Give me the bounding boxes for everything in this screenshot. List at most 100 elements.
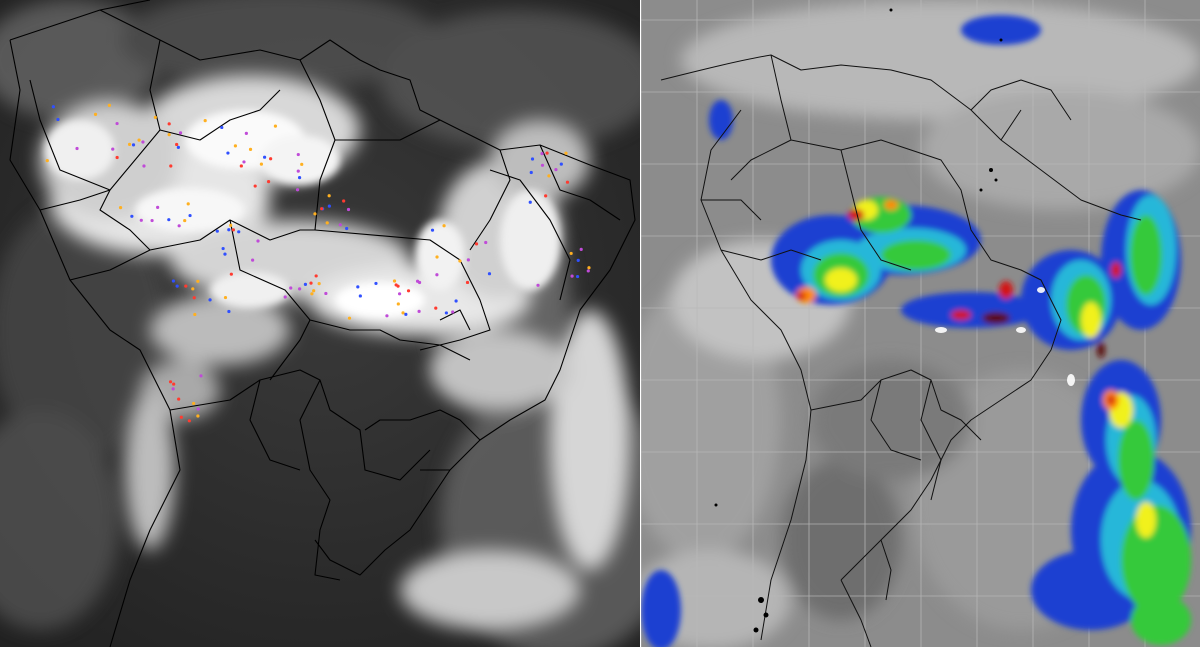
lightning-marker [183, 218, 187, 223]
lightning-marker [296, 169, 300, 173]
lightning-marker [474, 242, 479, 246]
lightning-marker [179, 415, 183, 419]
lightning-marker [587, 266, 591, 270]
lightning-marker [385, 314, 389, 318]
lightning-marker [239, 164, 243, 168]
lightning-marker [223, 295, 228, 300]
lightning-marker [172, 382, 176, 386]
panel-divider [640, 0, 641, 647]
right-satellite-panel [641, 0, 1200, 647]
lightning-marker [107, 103, 111, 107]
lightning-marker [184, 284, 188, 288]
lightning-marker [139, 218, 143, 222]
lightning-marker [175, 142, 179, 147]
lightning-marker [396, 302, 400, 306]
lightning-marker [45, 159, 49, 163]
white-cloud-spots [935, 287, 1075, 386]
lightning-marker [530, 157, 535, 161]
lightning-marker [404, 312, 408, 316]
lightning-marker [127, 142, 132, 146]
lightning-marker [314, 274, 318, 278]
lightning-marker [199, 374, 203, 378]
lightning-marker [56, 117, 60, 122]
lightning-marker [324, 291, 328, 296]
lightning-marker [545, 151, 549, 155]
lightning-marker [273, 124, 278, 128]
lightning-marker [137, 138, 141, 142]
lightning-marker [297, 176, 302, 180]
lightning-marker [435, 273, 439, 277]
lightning-marker [579, 247, 583, 251]
lightning-marker [529, 170, 533, 175]
lightning-marker [374, 281, 378, 286]
lightning-marker [417, 309, 421, 313]
lightning-marker [283, 295, 287, 299]
lightning-marker [186, 202, 190, 206]
lightning-marker [233, 144, 238, 148]
lightning-marker [259, 162, 264, 166]
lightning-marker [175, 284, 179, 288]
lightning-marker [458, 259, 462, 263]
enhanced-ir-map [641, 0, 1200, 647]
ir-satellite-map [0, 0, 640, 647]
lightning-marker [266, 180, 271, 184]
lightning-marker [298, 287, 302, 291]
lightning-marker [320, 207, 324, 211]
lightning-marker [203, 119, 207, 123]
lightning-marker [168, 380, 173, 384]
lightning-marker [130, 214, 134, 218]
lightning-marker [253, 184, 257, 188]
lightning-marker [430, 228, 435, 232]
lightning-marker [111, 147, 115, 151]
lightning-marker [417, 280, 422, 285]
lightning-marker [131, 143, 136, 147]
lightning-marker [312, 289, 316, 293]
lightning-marker [150, 218, 154, 223]
lightning-marker [406, 289, 411, 293]
lightning-marker [196, 407, 200, 411]
lightning-marker [229, 272, 233, 276]
lightning-marker [196, 414, 200, 418]
lightning-marker [227, 309, 231, 314]
lightning-marker [576, 258, 580, 262]
lightning-marker [251, 258, 255, 262]
lightning-marker [451, 310, 455, 314]
lightning-marker [547, 174, 551, 178]
lightning-marker [392, 279, 397, 283]
lightning-marker [215, 229, 219, 233]
lightning-markers [45, 103, 591, 423]
lightning-marker [118, 206, 123, 210]
lightning-marker [244, 131, 248, 135]
lightning-marker [208, 298, 212, 302]
lightning-marker [115, 121, 119, 126]
lightning-marker [309, 281, 313, 285]
lightning-marker [465, 280, 470, 285]
lightning-marker [540, 152, 544, 156]
lightning-marker [300, 162, 304, 166]
lightning-marker [188, 213, 192, 218]
lightning-marker [220, 125, 224, 130]
lightning-marker [544, 194, 548, 198]
lightning-marker [346, 207, 351, 212]
lightning-marker [565, 180, 570, 184]
gray-cloud-field [641, 0, 1200, 647]
lightning-marker [262, 155, 267, 159]
lightning-marker [156, 205, 160, 209]
lightning-marker [223, 252, 227, 256]
lightning-marker [229, 223, 233, 227]
lightning-marker [342, 199, 346, 203]
lightning-marker [226, 151, 230, 155]
lightning-marker [141, 140, 145, 144]
lightning-marker [177, 224, 181, 228]
lightning-marker [564, 151, 568, 155]
lightning-marker [434, 306, 438, 310]
lightning-marker [93, 112, 98, 116]
lightning-marker [327, 204, 331, 208]
lightning-marker [295, 188, 300, 192]
lightning-marker [296, 152, 300, 157]
lightning-marker [177, 397, 181, 401]
coastline-details [714, 8, 1003, 633]
lightning-marker [401, 311, 405, 315]
lightning-marker [256, 239, 260, 243]
lightning-marker [570, 274, 574, 278]
